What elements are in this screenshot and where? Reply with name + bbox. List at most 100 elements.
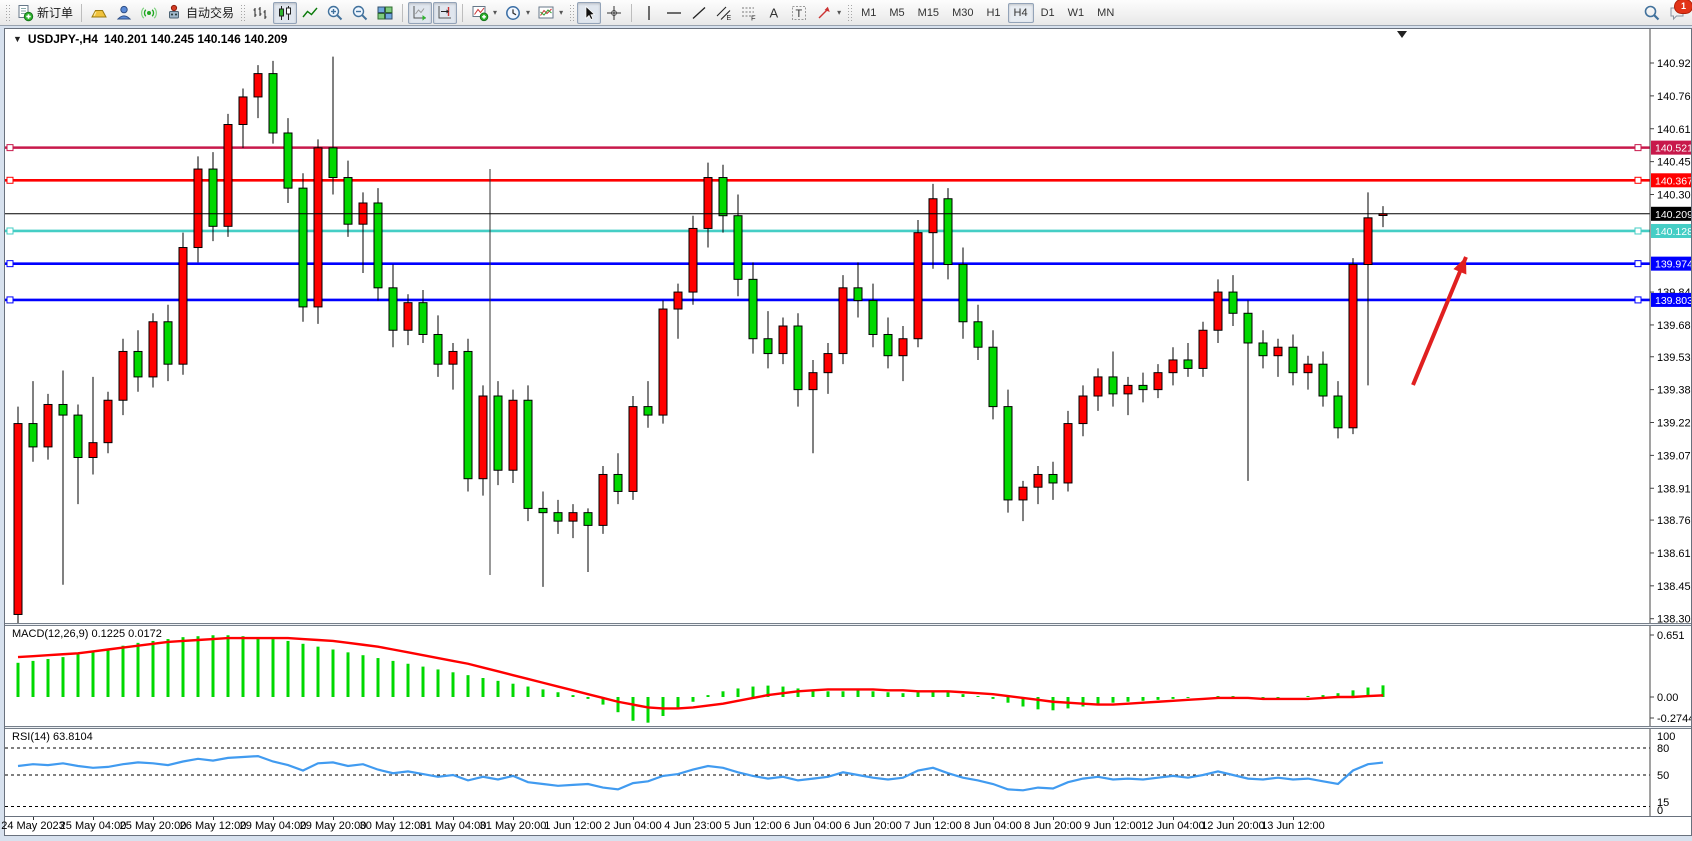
time-label: 12 Jun 04:00 [1141,820,1205,832]
candle-body [658,308,668,416]
chart-shift-button[interactable] [433,1,458,24]
line-anchor[interactable] [6,260,14,268]
community-button[interactable] [112,2,136,24]
vertical-line-tool[interactable] [637,2,661,24]
timeframe-M15[interactable]: M15 [917,6,940,19]
rsi-scale-label: 0 [1657,805,1663,816]
time-axis[interactable]: 24 May 2023 25 May 04:00 25 May 20:00 26 Ma… [1,816,1691,834]
notifications-button[interactable]: 1 [1665,0,1692,24]
macd-scale-label: -0.2744 [1657,713,1691,725]
price-tick-label: 139.225 [1657,418,1691,430]
arrows-tool[interactable]: ▾ [812,2,844,24]
chart-shift-marker[interactable] [1397,31,1407,38]
indicators-button[interactable]: ▾ [468,2,500,24]
candle-body [553,512,563,522]
templates-button[interactable]: ▾ [534,2,566,24]
deposit-button[interactable] [87,2,111,24]
candle-body [1138,384,1148,391]
time-label: 30 May 12:00 [359,820,427,832]
pane-separator[interactable] [5,623,1691,626]
template-icon [538,6,554,18]
candle-body [283,132,293,189]
candle-body [13,423,23,615]
cursor-button[interactable] [577,1,602,24]
timeframe-M30[interactable]: M30 [952,6,974,19]
candle-body [778,325,788,355]
candle-body [1258,342,1268,357]
time-label: 31 May 20:00 [479,820,547,832]
channel-icon: E [716,6,732,22]
new-order-button[interactable]: 新订单 [13,2,76,24]
time-label: 6 Jun 04:00 [784,820,842,832]
candle-body [523,399,533,509]
text-label-tool[interactable]: T [787,2,811,24]
time-tick [1113,817,1114,820]
candle-body [1318,363,1328,397]
horizontal-line-tool[interactable] [662,2,686,24]
pane-separator[interactable] [5,726,1691,729]
candle-body [193,168,203,249]
line-anchor[interactable] [6,227,14,235]
toolbar-separator [81,3,83,22]
periods-button[interactable]: ▾ [501,2,533,24]
bar-chart-button[interactable] [248,2,272,24]
line-anchor[interactable] [1634,296,1642,304]
main-chart[interactable]: 140.920 140.765 140.610 140.455 140.300 139.8… [5,29,1691,623]
candle-body [853,287,863,302]
trendline-tool[interactable] [687,2,711,24]
time-label: 8 Jun 04:00 [964,820,1022,832]
tile-windows-button[interactable] [373,2,397,24]
line-anchor[interactable] [6,296,14,304]
price-badge-label: 139.974 [1655,259,1691,271]
time-tick [213,817,214,820]
trendline-icon [692,6,706,19]
text-tool[interactable]: A [762,2,786,24]
auto-scroll-button[interactable] [408,1,433,24]
equidistant-channel-tool[interactable]: E [712,2,736,24]
candle-body [1273,346,1283,357]
chevron-down-icon: ▾ [559,8,564,17]
line-anchor[interactable] [1634,176,1642,184]
svg-text:T: T [796,8,803,20]
toolbar-grip[interactable] [5,3,10,22]
toolbar-grip[interactable] [240,3,246,22]
line-anchor[interactable] [1634,144,1642,152]
line-anchor[interactable] [1634,227,1642,235]
candle-body [1003,406,1013,501]
macd-pane[interactable]: 0.651 0.00 -0.2744 [5,626,1691,726]
crosshair-button[interactable] [602,2,626,24]
candle-body [1198,329,1208,369]
fibonacci-tool[interactable]: F [737,2,761,24]
timeframe-MN[interactable]: MN [1097,6,1115,19]
line-chart-button[interactable] [298,2,322,24]
timeframe-D1[interactable]: D1 [1040,6,1055,19]
trend-arrow[interactable] [1411,256,1468,386]
rsi-label: RSI(14) 63.8104 [12,731,93,743]
time-tick [153,817,154,820]
line-anchor[interactable] [6,176,14,184]
toolbar-grip[interactable] [569,3,575,22]
trend-arrow-head[interactable] [1453,257,1467,275]
search-button[interactable] [1640,2,1664,24]
line-anchor[interactable] [6,144,14,152]
price-tick-label: 140.920 [1657,58,1691,70]
time-label: 31 May 04:00 [419,820,487,832]
timeframe-H1[interactable]: H1 [986,6,1001,19]
chevron-down-icon[interactable]: ▼ [13,34,22,44]
timeframe-M1[interactable]: M1 [861,6,877,19]
zoom-out-button[interactable] [348,2,372,24]
timeframe-W1[interactable]: W1 [1067,6,1085,19]
candle-body [238,96,248,126]
timeframe-H4[interactable]: H4 [1007,2,1034,23]
line-anchor[interactable] [1634,260,1642,268]
time-tick [333,817,334,820]
candle-body [373,202,383,289]
timeframe-M5[interactable]: M5 [889,6,905,19]
auto-trading-button[interactable]: 自动交易 [162,2,237,24]
toolbar-grip[interactable] [847,3,853,22]
zoom-in-button[interactable] [323,2,347,24]
candlestick-chart-button[interactable] [273,1,298,24]
candle-body [1243,312,1253,344]
signals-button[interactable] [137,2,161,24]
